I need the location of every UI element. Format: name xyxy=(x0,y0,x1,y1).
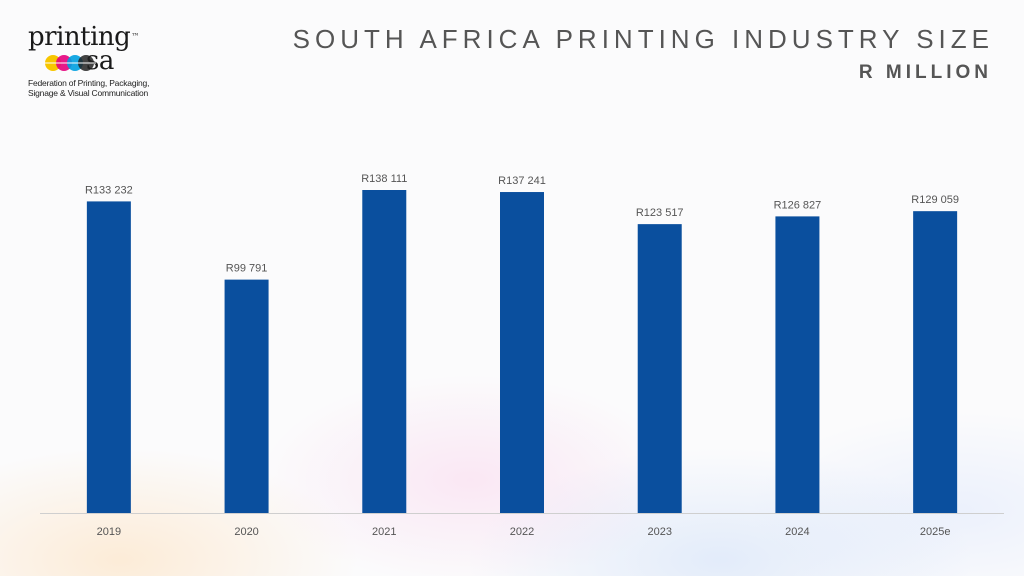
data-label-2023: R123 517 xyxy=(636,207,684,219)
chart-title: SOUTH AFRICA PRINTING INDUSTRY SIZE xyxy=(292,24,994,54)
data-label-2019: R133 232 xyxy=(85,184,133,196)
logo-color-dots-icon xyxy=(44,55,96,71)
data-label-2025e: R129 059 xyxy=(911,194,959,206)
x-tick-label-2023: 2023 xyxy=(647,526,671,538)
x-tick-label-2020: 2020 xyxy=(234,526,258,538)
bar-group xyxy=(86,190,958,513)
x-axis-labels: 2019 2020 2021 2022 2023 2024 2025e xyxy=(97,526,951,538)
logo-trademark: ™ xyxy=(131,32,139,41)
bar-2021 xyxy=(362,190,407,513)
bar-2019 xyxy=(86,201,131,513)
logo-tagline: Federation of Printing, Packaging, Signa… xyxy=(28,78,158,98)
data-labels: R133 232 R99 791 R138 111 R137 241 R123 517 R… xyxy=(85,173,959,275)
bar-2020 xyxy=(224,279,269,513)
bar-2023 xyxy=(637,224,682,513)
bar-2024 xyxy=(775,216,820,513)
x-tick-label-2024: 2024 xyxy=(785,526,809,538)
data-label-2024: R126 827 xyxy=(774,199,822,211)
x-tick-label-2025e: 2025e xyxy=(920,526,951,538)
bar-2022 xyxy=(500,192,544,513)
logo-tagline-line2: Signage & Visual Communication xyxy=(28,88,148,98)
logo-word-printing: printing xyxy=(28,22,131,52)
bar-2025e xyxy=(913,211,958,513)
x-tick-label-2022: 2022 xyxy=(510,526,534,538)
x-tick-label-2019: 2019 xyxy=(97,526,121,538)
data-label-2021: R138 111 xyxy=(361,173,407,185)
data-label-2022: R137 241 xyxy=(498,175,546,187)
logo-wordmark-line1: printing™ xyxy=(28,24,158,50)
x-tick-label-2021: 2021 xyxy=(372,526,396,538)
chart-subtitle: R MILLION xyxy=(858,62,992,83)
logo-tagline-line1: Federation of Printing, Packaging, xyxy=(28,78,150,88)
printing-sa-logo: printing™ sa Federation of Printing, Pac… xyxy=(28,24,158,98)
data-label-2020: R99 791 xyxy=(226,263,268,275)
